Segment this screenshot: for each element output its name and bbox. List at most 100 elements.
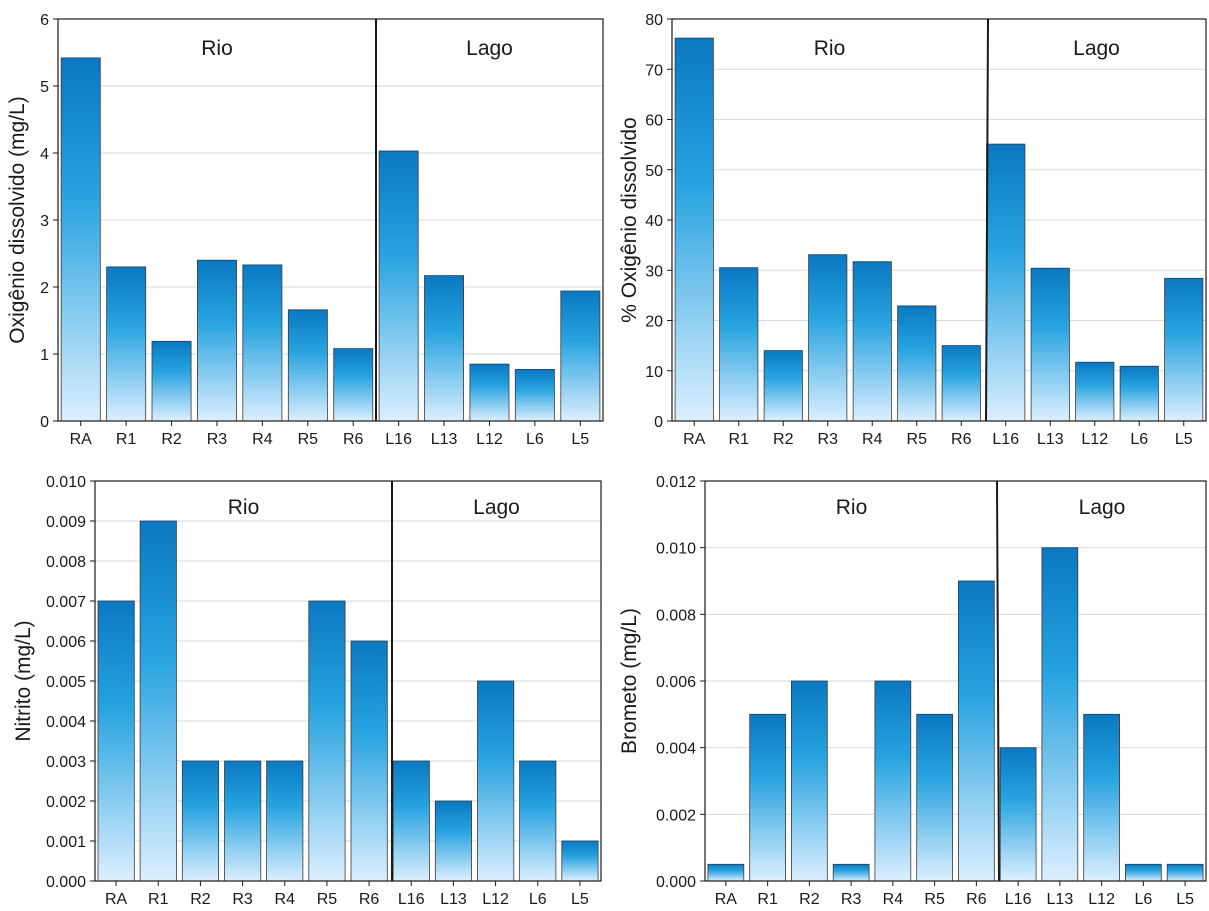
y-axis-title: % Oxigênio dissolvido bbox=[618, 117, 641, 322]
y-tick-label: 80 bbox=[645, 12, 663, 29]
y-tick-label: 0.005 bbox=[46, 674, 86, 691]
y-tick-label: 0.007 bbox=[46, 594, 86, 611]
x-tick-label-RA: RA bbox=[70, 431, 93, 448]
region-label-lago: Lago bbox=[473, 496, 520, 519]
x-tick-label-R2: R2 bbox=[799, 891, 820, 908]
bar-L5 bbox=[561, 840, 599, 882]
x-tick-label-R3: R3 bbox=[232, 891, 253, 908]
x-tick-label-R5: R5 bbox=[317, 891, 338, 908]
x-tick-label-R5: R5 bbox=[907, 431, 928, 448]
y-tick-label: 70 bbox=[645, 62, 663, 79]
bar-R1 bbox=[749, 713, 787, 882]
chart-panel-2: 0 10 20 30 40 50 60 70 80 RA R1 R2 R3 R4 R5 R6 L16 L13 L12… bbox=[618, 12, 1207, 448]
region-divider bbox=[996, 480, 1000, 882]
bar-R6 bbox=[333, 348, 374, 422]
region-label-rio: Rio bbox=[836, 496, 868, 519]
y-tick-label: 10 bbox=[645, 364, 663, 381]
x-tick-label-R3: R3 bbox=[818, 431, 839, 448]
bar-R4 bbox=[852, 261, 892, 422]
x-tick-label-R2: R2 bbox=[773, 431, 794, 448]
y-tick-label: 0.000 bbox=[46, 874, 86, 891]
bar-L16 bbox=[378, 150, 419, 422]
x-tick-label-L12: L12 bbox=[476, 431, 503, 448]
bar-L12 bbox=[1083, 713, 1120, 882]
x-tick-label-L5: L5 bbox=[571, 431, 589, 448]
x-tick-label-RA: RA bbox=[683, 431, 706, 448]
bar-R1 bbox=[139, 520, 177, 882]
x-tick-label-R6: R6 bbox=[359, 891, 380, 908]
y-tick-label: 4 bbox=[40, 146, 49, 163]
bar-R4 bbox=[266, 760, 304, 882]
chart-panel-4: 0.000 0.002 0.004 0.006 0.008 0.010 0.012 RA R1 R… bbox=[618, 474, 1207, 908]
x-tick-label-L6: L6 bbox=[1130, 431, 1148, 448]
bar-R2 bbox=[791, 680, 828, 882]
y-tick-label: 0 bbox=[654, 414, 663, 431]
x-tick-label-R4: R4 bbox=[275, 891, 296, 908]
bar-L16 bbox=[392, 760, 430, 882]
x-tick-label-RA: RA bbox=[105, 891, 128, 908]
y-tick-label: 0.004 bbox=[656, 741, 696, 758]
y-tick-label: 0.010 bbox=[656, 541, 696, 558]
bar-L6 bbox=[1125, 863, 1162, 882]
bar-RA bbox=[60, 57, 101, 422]
bar-RA bbox=[674, 37, 714, 422]
y-tick-label: 0.002 bbox=[46, 794, 86, 811]
bar-L6 bbox=[514, 368, 555, 422]
y-tick-label: 6 bbox=[40, 12, 49, 29]
y-axis-title: Nitrito (mg/L) bbox=[12, 620, 35, 741]
x-tick-label-L12: L12 bbox=[1081, 431, 1108, 448]
bar-R1 bbox=[719, 267, 759, 422]
bar-R1 bbox=[106, 266, 147, 422]
bar-L12 bbox=[477, 680, 515, 882]
x-tick-label-R4: R4 bbox=[252, 431, 273, 448]
bar-R2 bbox=[181, 760, 220, 882]
chart-panel-1: 0 1 2 3 4 5 6 RA R1 R2 R3 R4 R5 R6 L16 L13 L12 L6 L5 Oxigên… bbox=[6, 12, 604, 448]
x-tick-label-RA: RA bbox=[715, 891, 738, 908]
y-tick-label: 50 bbox=[645, 163, 663, 180]
x-tick-label-L13: L13 bbox=[1047, 891, 1074, 908]
bar-L13 bbox=[1041, 547, 1079, 882]
x-tick-label-R6: R6 bbox=[951, 431, 972, 448]
x-tick-label-L13: L13 bbox=[1037, 431, 1064, 448]
bar-R3 bbox=[832, 863, 870, 882]
x-tick-label-L16: L16 bbox=[398, 891, 425, 908]
bar-RA bbox=[707, 863, 745, 882]
bar-R3 bbox=[224, 760, 262, 882]
y-tick-label: 0.012 bbox=[656, 474, 696, 491]
x-tick-label-L13: L13 bbox=[431, 431, 458, 448]
chart-panel-3: 0.000 0.001 0.002 0.003 0.004 0.005 0.006 0.007… bbox=[12, 474, 602, 908]
x-tick-label-R6: R6 bbox=[343, 431, 364, 448]
bar-L5 bbox=[1166, 863, 1204, 882]
y-tick-label: 30 bbox=[645, 263, 663, 280]
x-tick-label-L5: L5 bbox=[1175, 431, 1193, 448]
x-tick-label-L5: L5 bbox=[571, 891, 589, 908]
bar-R6 bbox=[958, 580, 995, 882]
x-tick-label-L16: L16 bbox=[1005, 891, 1032, 908]
bar-R5 bbox=[897, 305, 937, 422]
y-tick-label: 0.004 bbox=[46, 714, 86, 731]
x-tick-label-R2: R2 bbox=[161, 431, 182, 448]
bar-R5 bbox=[287, 309, 328, 422]
bar-R2 bbox=[151, 340, 192, 422]
y-tick-label: 0.006 bbox=[46, 634, 86, 651]
bar-L12 bbox=[1075, 361, 1115, 422]
x-tick-label-L12: L12 bbox=[482, 891, 509, 908]
y-tick-label: 5 bbox=[40, 79, 49, 96]
bar-L13 bbox=[1030, 267, 1070, 422]
x-tick-label-L16: L16 bbox=[385, 431, 412, 448]
y-tick-label: 0.003 bbox=[46, 754, 86, 771]
bar-R3 bbox=[808, 254, 848, 422]
y-tick-label: 0.008 bbox=[46, 554, 86, 571]
bar-R4 bbox=[874, 680, 912, 882]
bar-R6 bbox=[350, 640, 388, 882]
x-tick-label-R3: R3 bbox=[207, 431, 228, 448]
y-tick-label: 0.000 bbox=[656, 874, 696, 891]
bar-L6 bbox=[519, 760, 557, 882]
y-tick-label: 2 bbox=[40, 280, 49, 297]
bar-RA bbox=[97, 600, 135, 882]
y-axis-title: Oxigênio dissolvido (mg/L) bbox=[6, 96, 29, 343]
bar-L13 bbox=[424, 275, 464, 422]
y-tick-label: 0.010 bbox=[46, 474, 86, 491]
